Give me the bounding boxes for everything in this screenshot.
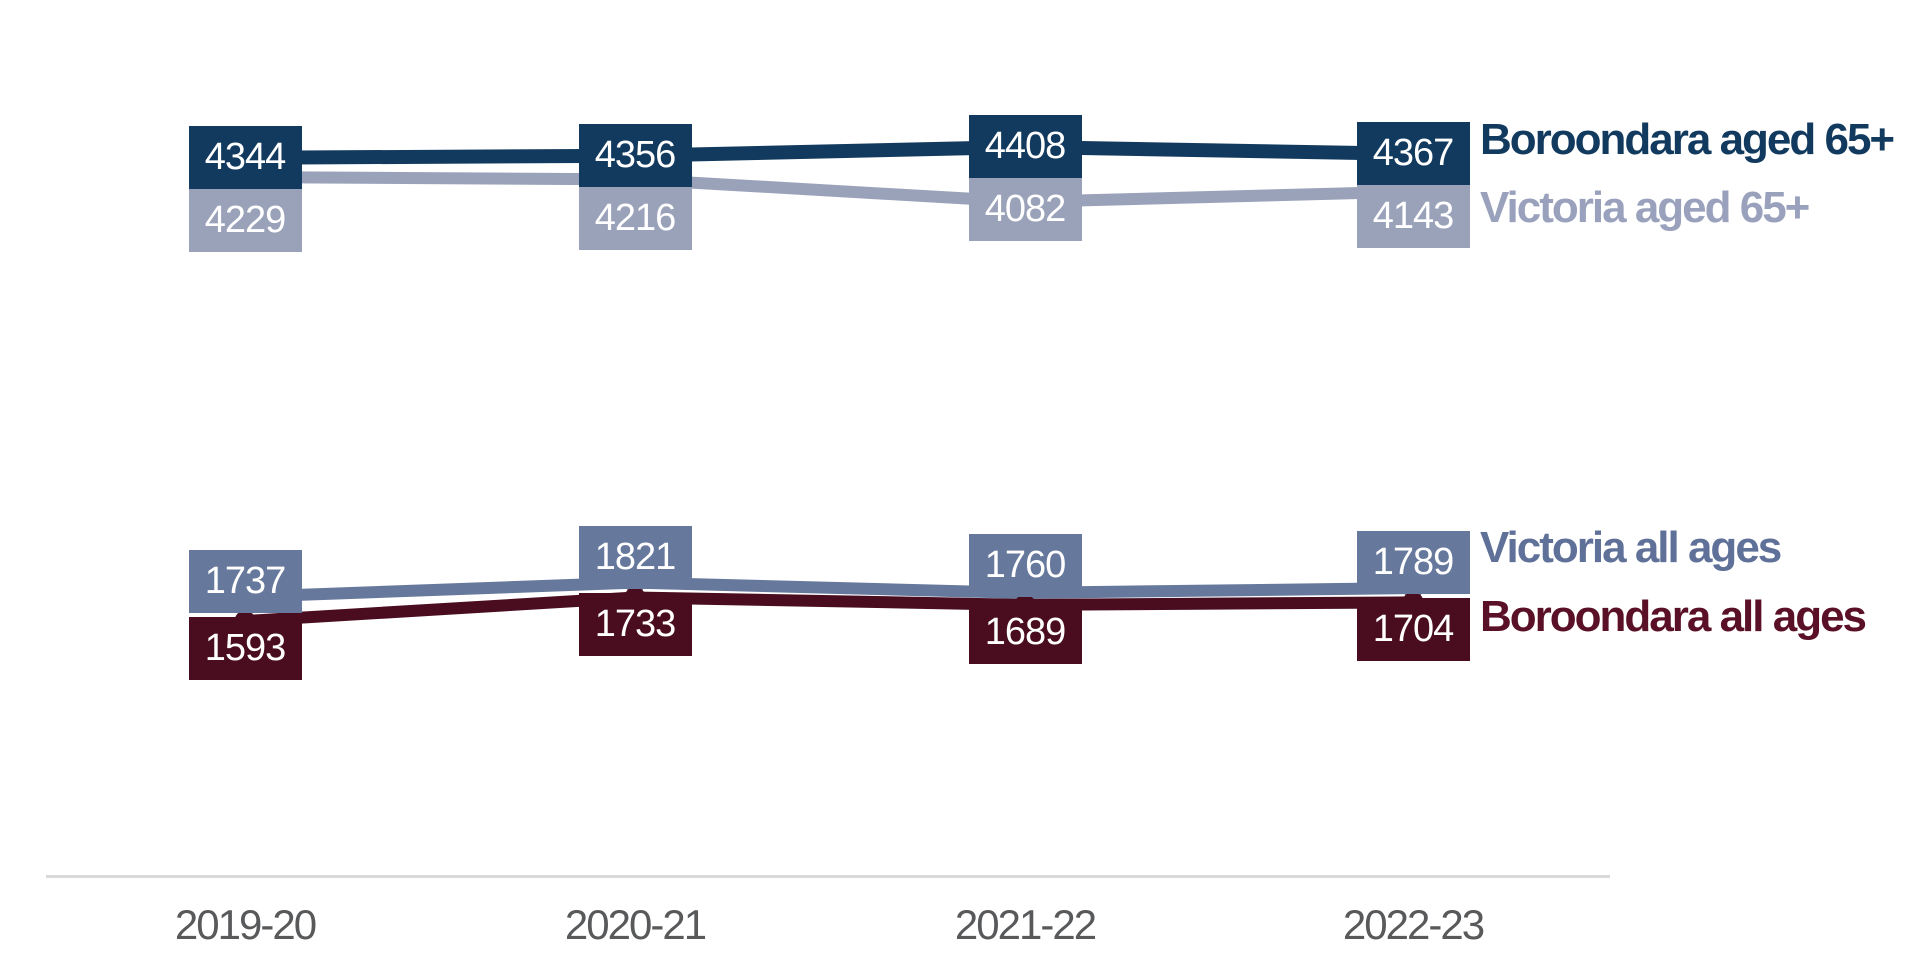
data-label-victoria-aged-65-2021-22: 4082 xyxy=(968,178,1082,242)
line-series-victoria-all-ages xyxy=(239,576,1419,603)
x-axis-label-2021-22: 2021-22 xyxy=(954,901,1097,948)
legend-label-boroondara-all-ages: Boroondara all ages xyxy=(1480,592,1867,641)
legend-label-victoria-aged-65: Victoria aged 65+ xyxy=(1480,183,1810,232)
data-label-victoria-all-ages-2022-23: 1789 xyxy=(1356,531,1470,595)
data-label-victoria-all-ages-2020-21: 1821 xyxy=(578,526,692,590)
legend-label-victoria-all-ages: Victoria all ages xyxy=(1480,523,1782,572)
data-label-victoria-aged-65-2020-21: 4216 xyxy=(578,187,692,251)
data-label-boroondara-aged-65-2020-21: 4356 xyxy=(578,124,692,188)
data-label-boroondara-all-ages-2021-22: 1689 xyxy=(968,600,1082,664)
data-label-boroondara-aged-65-2022-23: 4367 xyxy=(1356,122,1470,186)
line-series-victoria-aged-65 xyxy=(239,171,1419,208)
legend-label-boroondara-aged-65: Boroondara aged 65+ xyxy=(1480,115,1895,164)
data-label-boroondara-all-ages-2020-21: 1733 xyxy=(578,593,692,657)
data-label-victoria-aged-65-2019-20: 4229 xyxy=(188,189,302,253)
data-label-victoria-all-ages-2019-20: 1737 xyxy=(188,550,302,614)
data-label-victoria-all-ages-2021-22: 1760 xyxy=(968,533,1082,597)
data-label-boroondara-all-ages-2019-20: 1593 xyxy=(188,617,302,681)
x-axis-label-2020-21: 2020-21 xyxy=(564,901,707,948)
x-axis-label-2019-20: 2019-20 xyxy=(174,901,317,948)
data-label-victoria-aged-65-2022-23: 4143 xyxy=(1356,185,1470,249)
x-axis-label-2022-23: 2022-23 xyxy=(1342,901,1485,948)
line-series-boroondara-all-ages xyxy=(239,591,1419,628)
data-label-boroondara-all-ages-2022-23: 1704 xyxy=(1356,598,1470,662)
line-series-boroondara-aged-65 xyxy=(238,139,1420,165)
data-label-boroondara-aged-65-2019-20: 4344 xyxy=(188,126,302,190)
data-label-boroondara-aged-65-2021-22: 4408 xyxy=(968,115,1082,179)
